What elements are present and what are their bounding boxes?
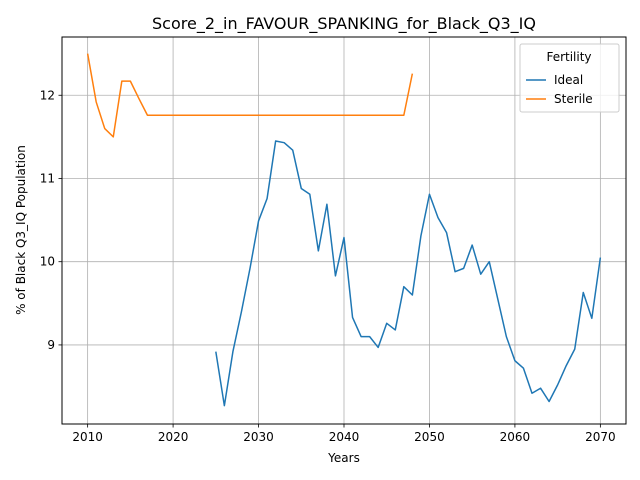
x-tick-label: 2010: [72, 430, 103, 444]
legend-items: Ideal Sterile: [526, 73, 593, 106]
legend-title: Fertility: [546, 50, 591, 64]
x-tick-label: 2020: [158, 430, 189, 444]
y-tick-label: 10: [40, 255, 55, 269]
legend: Fertility Ideal Sterile: [519, 43, 620, 113]
series-line-sterile: [86, 53, 414, 138]
legend-label-sterile: Sterile: [554, 92, 593, 106]
y-tick-label: 11: [40, 171, 55, 185]
x-axis-label: Years: [327, 451, 360, 465]
series-lines: [86, 53, 602, 407]
y-tick-label: 9: [47, 338, 55, 352]
y-tick-label: 12: [40, 88, 55, 102]
series-line-ideal: [215, 140, 602, 407]
legend-label-ideal: Ideal: [554, 73, 583, 87]
x-tick-label: 2060: [500, 430, 531, 444]
x-tick-label: 2070: [585, 430, 616, 444]
x-tick-label: 2030: [243, 430, 274, 444]
x-tick-label: 2050: [414, 430, 445, 444]
y-axis-label: % of Black Q3_IQ Population: [14, 145, 28, 315]
x-tick-label: 2040: [329, 430, 360, 444]
axis-ticks: 2010 2020 2030 2040 2050 2060 2070 9 10 11 12: [40, 88, 616, 444]
legend-box: [519, 43, 620, 113]
chart-title: Score_2_in_FAVOUR_SPANKING_for_Black_Q3_…: [152, 14, 536, 34]
